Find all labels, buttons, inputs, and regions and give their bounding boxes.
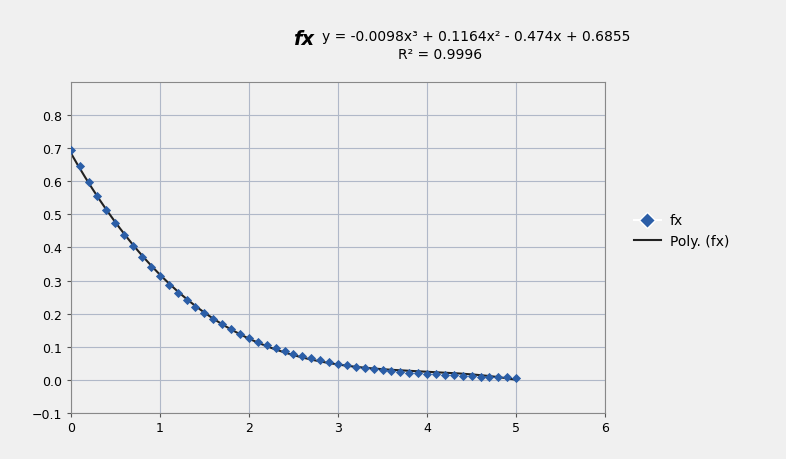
Point: [64, 147, 77, 155]
Point: [180, 297, 193, 304]
Point: [278, 347, 291, 355]
Point: [474, 373, 487, 381]
Text: R² = 0.9996: R² = 0.9996: [398, 48, 483, 62]
Point: [136, 254, 149, 261]
Point: [171, 289, 184, 297]
Point: [73, 163, 86, 171]
Point: [510, 374, 523, 381]
Point: [492, 374, 505, 381]
Point: [430, 371, 443, 378]
Point: [233, 330, 246, 338]
Point: [385, 368, 398, 375]
Point: [367, 365, 380, 373]
Point: [83, 179, 95, 186]
Point: [198, 310, 211, 317]
Point: [243, 335, 255, 342]
Point: [305, 355, 318, 362]
Point: [394, 368, 406, 375]
Point: [189, 303, 202, 311]
Point: [163, 281, 175, 289]
Point: [412, 370, 424, 377]
Point: [439, 371, 451, 379]
Point: [465, 373, 478, 380]
Point: [501, 374, 513, 381]
Point: [118, 232, 130, 239]
Point: [225, 326, 237, 333]
Point: [314, 357, 326, 364]
Point: [260, 341, 273, 349]
Point: [403, 369, 416, 376]
Point: [421, 370, 433, 378]
Point: [91, 193, 104, 201]
Point: [323, 358, 336, 366]
Point: [296, 353, 309, 360]
Point: [447, 372, 460, 379]
Point: [252, 338, 264, 346]
Point: [207, 316, 219, 323]
Point: [457, 372, 469, 380]
Text: y = -0.0098x³ + 0.1164x² - 0.474x + 0.6855: y = -0.0098x³ + 0.1164x² - 0.474x + 0.68…: [322, 30, 630, 44]
Point: [376, 367, 389, 374]
Point: [153, 273, 166, 280]
Point: [358, 364, 371, 372]
Point: [350, 363, 362, 370]
Point: [332, 360, 344, 368]
Text: fx: fx: [293, 30, 314, 49]
Point: [287, 350, 299, 358]
Point: [270, 345, 282, 352]
Point: [340, 362, 353, 369]
Legend: fx, Poly. (fx): fx, Poly. (fx): [634, 214, 729, 249]
Point: [145, 263, 157, 271]
Point: [483, 373, 496, 381]
Point: [100, 207, 112, 214]
Point: [109, 220, 122, 227]
Point: [216, 321, 229, 328]
Point: [127, 243, 139, 251]
